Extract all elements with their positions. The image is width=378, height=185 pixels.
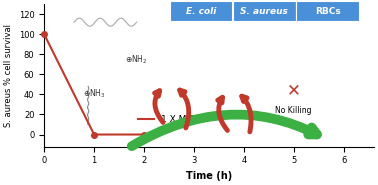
Text: $\oplus$NH$_3$: $\oplus$NH$_3$ [83,88,106,100]
Text: $\oplus$NH$_2$: $\oplus$NH$_2$ [125,53,148,66]
Y-axis label: S. aureus % cell survival: S. aureus % cell survival [4,24,13,127]
Text: No Killing: No Killing [275,106,312,115]
Legend: 1 X MIC: 1 X MIC [135,112,199,128]
Text: S. aureus: S. aureus [240,7,288,16]
Text: ✕: ✕ [287,81,301,99]
X-axis label: Time (h): Time (h) [186,171,232,181]
Text: E. coli: E. coli [186,7,217,16]
Text: RBCs: RBCs [314,7,341,16]
